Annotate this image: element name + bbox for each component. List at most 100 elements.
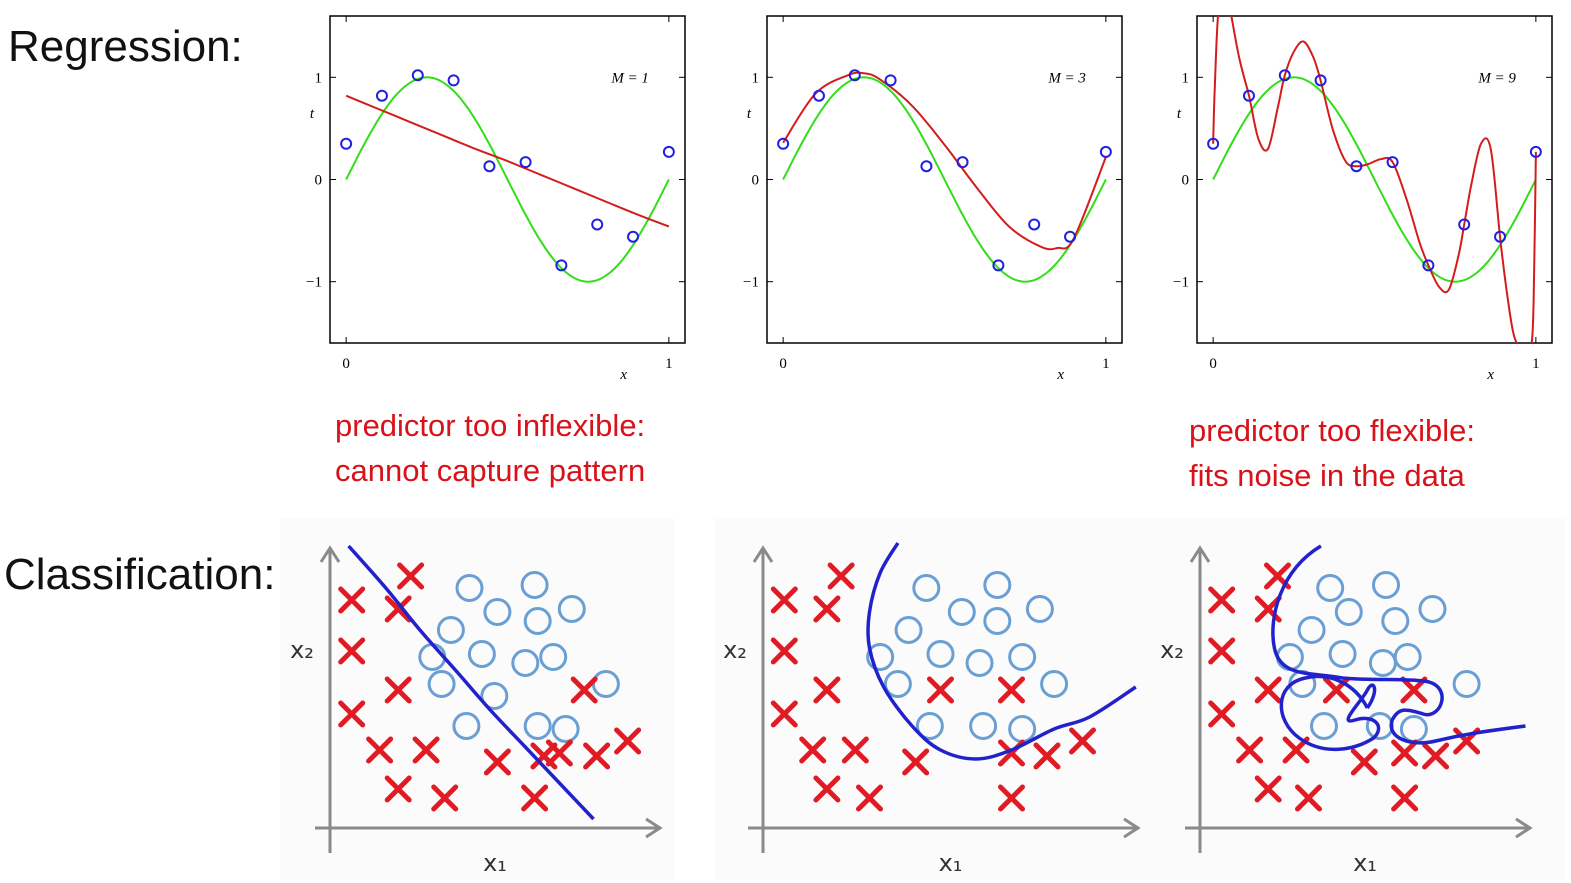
class-cross-marker <box>431 784 459 812</box>
class-circle-marker <box>965 649 994 677</box>
x-tick-label: 1 <box>1532 356 1540 372</box>
class-circle-marker <box>427 670 456 698</box>
data-point <box>1529 145 1542 158</box>
x-axis-label: x₁ <box>1353 849 1377 877</box>
data-point <box>411 69 424 82</box>
class-cross-marker <box>856 784 883 812</box>
x-axis-arrow <box>1515 817 1533 839</box>
class-circle-marker <box>1025 595 1054 623</box>
class-cross-marker <box>770 700 798 728</box>
x-axis-label: x <box>1056 367 1064 383</box>
class-cross-marker <box>813 676 841 704</box>
class-cross-marker <box>397 562 425 590</box>
class-cross-marker <box>1400 676 1428 704</box>
class-circle-marker <box>523 712 552 740</box>
class-circle-marker <box>912 574 941 602</box>
class-cross-marker <box>384 676 412 704</box>
class-circle-marker <box>983 607 1012 635</box>
decision-boundary-island <box>1279 674 1381 751</box>
class-cross-marker <box>338 586 366 614</box>
class-circle-marker <box>1334 598 1363 626</box>
class-circle-marker <box>926 640 955 668</box>
y-axis-label: t <box>1177 106 1182 122</box>
x-axis-label: x₁ <box>483 849 507 877</box>
class-cross-marker <box>1069 727 1096 755</box>
class-cross-marker <box>1391 784 1419 812</box>
regression-plot-m9: 0 1 1 0 −1 x t M = 9 <box>1173 15 1553 383</box>
class-circle-marker <box>1310 712 1338 740</box>
inflexible-note: predictor too inflexible: cannot capture… <box>335 403 645 493</box>
class-circle-marker <box>883 670 912 698</box>
inflexible-note-line-2: cannot capture pattern <box>335 453 646 488</box>
data-point <box>1207 137 1220 150</box>
data-point <box>1278 69 1291 82</box>
flexible-note-line-1: predictor too flexible: <box>1189 413 1476 448</box>
true-sine-curve <box>1212 76 1537 283</box>
class-cross-marker <box>384 595 412 623</box>
class-cross-marker <box>827 562 855 590</box>
y-tick-label: 0 <box>752 173 760 189</box>
data-point <box>777 137 790 150</box>
true-sine-curve <box>782 76 1107 283</box>
class-cross-marker <box>338 700 366 728</box>
class-circle-marker <box>983 571 1012 599</box>
class-circle-marker <box>947 598 976 626</box>
model-order-label: M = 9 <box>1477 70 1516 86</box>
classification-plot-complex: x₁ x₂ <box>1150 518 1565 880</box>
class-cross-marker <box>813 775 841 803</box>
class-cross-marker <box>1254 775 1282 803</box>
data-point <box>992 259 1005 272</box>
decision-boundary <box>866 542 1137 761</box>
data-point <box>1350 160 1363 173</box>
class-cross-marker <box>1391 739 1419 767</box>
data-point <box>447 74 460 87</box>
class-cross-marker <box>927 676 954 704</box>
class-circle-marker <box>1418 595 1447 623</box>
x-tick-label: 1 <box>1102 356 1110 372</box>
class-circle-marker <box>915 712 944 740</box>
class-circle-marker <box>894 616 923 644</box>
fitted-curve <box>1212 16 1537 343</box>
plot-background <box>1150 518 1565 880</box>
class-circle-marker <box>520 571 549 599</box>
class-circle-marker <box>1393 643 1422 671</box>
class-cross-marker <box>841 736 869 764</box>
class-circle-marker <box>1372 571 1400 599</box>
class-circle-marker <box>483 598 512 626</box>
x-tick-label: 1 <box>665 356 673 372</box>
regression-plot-m1: 0 1 1 0 −1 x t M = 1 <box>306 15 686 383</box>
true-sine-curve <box>345 76 670 283</box>
data-point <box>884 74 897 87</box>
class-cross-marker <box>366 736 394 764</box>
fitted-curve <box>782 71 1107 251</box>
classification-row-label: Classification: <box>4 550 276 599</box>
regression-row-label: Regression: <box>8 22 243 71</box>
y-tick-label: −1 <box>743 275 759 291</box>
class-cross-marker <box>570 676 598 704</box>
fitted-curve <box>345 94 670 228</box>
data-point <box>812 89 825 102</box>
class-cross-marker <box>770 586 798 614</box>
class-cross-marker <box>384 775 412 803</box>
data-point <box>555 259 568 272</box>
class-circle-marker <box>455 574 484 602</box>
data-point <box>956 156 969 169</box>
y-axis-label: x₂ <box>723 636 747 664</box>
model-order-label: M = 3 <box>1047 70 1086 86</box>
y-tick-label: −1 <box>1173 275 1189 291</box>
class-circle-marker <box>452 712 481 740</box>
class-circle-marker <box>1040 670 1069 698</box>
data-point <box>591 218 604 231</box>
flexible-note-line-2: fits noise in the data <box>1189 458 1465 493</box>
class-circle-marker <box>969 712 998 740</box>
y-axis-label: x₂ <box>1160 636 1184 664</box>
classification-plot-linear: x₁ x₂ <box>280 518 675 880</box>
class-circle-marker <box>1328 640 1357 668</box>
class-cross-marker <box>799 736 827 764</box>
y-tick-label: 1 <box>1182 70 1190 86</box>
class-cross-marker <box>583 742 611 770</box>
class-cross-marker <box>1208 637 1236 665</box>
y-axis-label: t <box>310 106 315 122</box>
x-tick-label: 0 <box>342 356 350 372</box>
class-cross-marker <box>1208 700 1236 728</box>
